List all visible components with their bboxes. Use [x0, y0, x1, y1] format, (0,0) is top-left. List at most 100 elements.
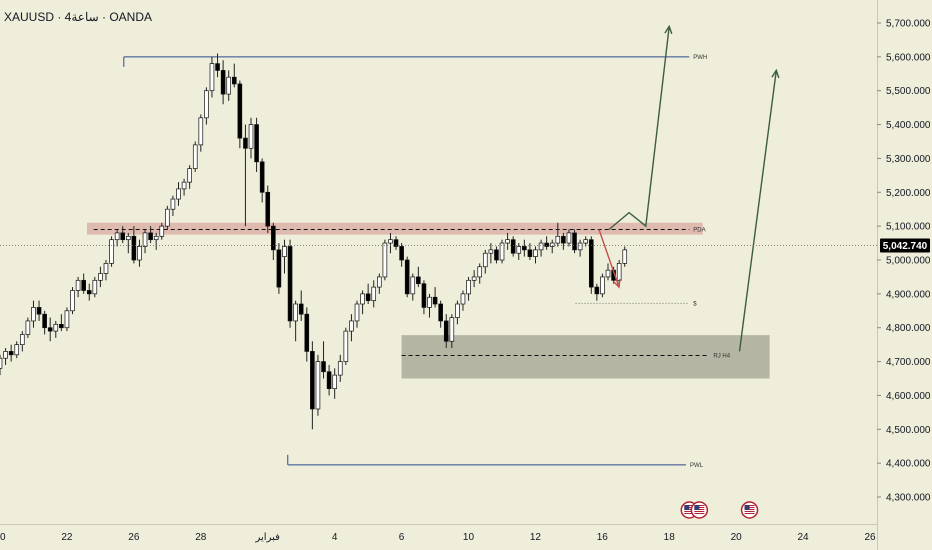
candle-down[interactable]	[215, 63, 220, 71]
candle-up[interactable]	[410, 276, 416, 295]
time-axis[interactable]: 20 22 26 28 فبراير 4 6 10 12 16 18 20 24 26	[0, 532, 876, 543]
candle-down[interactable]	[527, 249, 533, 257]
candle-up[interactable]	[25, 320, 31, 335]
candle-up[interactable]	[332, 374, 337, 390]
candle-up[interactable]	[449, 317, 455, 342]
candle-up[interactable]	[382, 242, 388, 278]
candle-up[interactable]	[20, 334, 25, 345]
bull-path-2[interactable]	[738, 70, 777, 352]
candle-down[interactable]	[438, 303, 443, 322]
candle-up[interactable]	[64, 310, 70, 329]
candle-up[interactable]	[377, 276, 382, 288]
candle-down[interactable]	[254, 124, 259, 163]
candle-up[interactable]	[176, 188, 181, 200]
candle-up[interactable]	[477, 266, 483, 278]
candle-up[interactable]	[505, 239, 510, 244]
candle-up[interactable]	[70, 290, 75, 312]
candle-up[interactable]	[226, 76, 232, 95]
candle-up[interactable]	[142, 232, 148, 247]
candle-up[interactable]	[125, 235, 131, 241]
candle-down[interactable]	[393, 239, 399, 247]
candle-down[interactable]	[416, 276, 421, 285]
candle-up[interactable]	[605, 269, 611, 278]
candle-up[interactable]	[209, 63, 215, 92]
candle-down[interactable]	[86, 290, 92, 295]
candle-up[interactable]	[315, 361, 321, 410]
candle-down[interactable]	[231, 76, 237, 85]
candle-down[interactable]	[298, 303, 304, 315]
candle-up[interactable]	[165, 208, 170, 227]
candle-down[interactable]	[561, 235, 566, 244]
candle-down[interactable]	[148, 232, 153, 241]
candle-down[interactable]	[287, 246, 293, 322]
price-axis[interactable]: 5,700.000 5,600.000 5,500.000 5,400.000 5,30…	[877, 19, 931, 504]
candle-up[interactable]	[583, 239, 588, 244]
pda-zone[interactable]	[87, 222, 703, 235]
candle-down[interactable]	[42, 313, 47, 329]
candle-up[interactable]	[460, 293, 466, 305]
candle-up[interactable]	[204, 90, 209, 119]
candle-up[interactable]	[92, 279, 98, 295]
candle-down[interactable]	[594, 286, 600, 295]
candle-up[interactable]	[159, 225, 165, 237]
candle-down[interactable]	[265, 191, 271, 227]
candle-down[interactable]	[259, 161, 265, 193]
candle-up[interactable]	[14, 344, 20, 356]
candle-up[interactable]	[114, 232, 120, 241]
candle-down[interactable]	[47, 327, 53, 332]
candle-up[interactable]	[538, 242, 544, 251]
candle-down[interactable]	[131, 235, 137, 261]
candle-up[interactable]	[549, 242, 555, 247]
candle-down[interactable]	[8, 351, 14, 356]
candle-up[interactable]	[0, 357, 3, 369]
candle-up[interactable]	[371, 286, 377, 301]
candle-up[interactable]	[499, 242, 505, 261]
candle-up[interactable]	[248, 124, 254, 149]
candle-up[interactable]	[98, 273, 103, 281]
candle-up[interactable]	[153, 235, 159, 241]
candle-up[interactable]	[187, 168, 192, 183]
candle-up[interactable]	[103, 263, 109, 274]
candle-down[interactable]	[494, 249, 499, 261]
candle-down[interactable]	[81, 279, 86, 291]
candle-down[interactable]	[243, 137, 248, 149]
candle-up[interactable]	[566, 232, 572, 244]
bear-path[interactable]	[598, 229, 620, 288]
candle-down[interactable]	[59, 323, 64, 329]
candle-up[interactable]	[181, 181, 187, 190]
candle-up[interactable]	[516, 246, 522, 254]
candle-down[interactable]	[304, 313, 310, 352]
candle-down[interactable]	[276, 249, 282, 288]
candle-up[interactable]	[75, 279, 81, 291]
candle-up[interactable]	[109, 239, 114, 264]
candle-up[interactable]	[488, 249, 494, 254]
candle-down[interactable]	[522, 246, 527, 251]
candle-up[interactable]	[192, 144, 198, 169]
candle-down[interactable]	[544, 242, 549, 247]
candle-up[interactable]	[616, 263, 622, 281]
candle-down[interactable]	[321, 361, 326, 373]
candle-up[interactable]	[198, 117, 204, 146]
candle-up[interactable]	[622, 249, 628, 264]
candle-up[interactable]	[455, 303, 460, 318]
candle-up[interactable]	[3, 351, 8, 359]
candle-down[interactable]	[220, 70, 226, 95]
candle-up[interactable]	[533, 249, 538, 257]
candle-up[interactable]	[360, 293, 365, 305]
candle-up[interactable]	[293, 303, 298, 322]
candle-up[interactable]	[471, 276, 477, 281]
candle-up[interactable]	[170, 198, 176, 210]
candle-up[interactable]	[354, 303, 360, 322]
candle-up[interactable]	[53, 323, 59, 332]
candle-down[interactable]	[588, 239, 594, 288]
candle-down[interactable]	[36, 307, 42, 315]
candle-up[interactable]	[600, 276, 605, 295]
candle-up[interactable]	[137, 246, 142, 261]
candle-up[interactable]	[577, 242, 583, 251]
candle-down[interactable]	[120, 232, 126, 241]
candle-up[interactable]	[555, 235, 561, 244]
candle-up[interactable]	[427, 296, 432, 308]
candle-up[interactable]	[482, 252, 488, 268]
candle-down[interactable]	[399, 246, 404, 261]
